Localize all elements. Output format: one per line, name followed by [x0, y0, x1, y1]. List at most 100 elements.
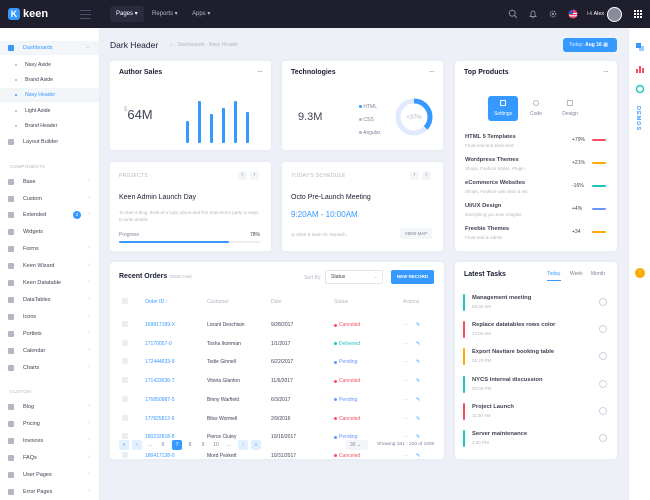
order-id[interactable]: 172444633-9: [145, 359, 175, 366]
sidebar-item-custom[interactable]: Custom ›: [0, 192, 99, 206]
list-item[interactable]: HTML 5 Templates Front-end and Back-end +7…: [465, 134, 610, 154]
sidebar-item-widgets[interactable]: Widgets: [0, 225, 99, 239]
more-icon[interactable]: ···: [403, 322, 408, 328]
sidebar-item-charts[interactable]: Charts ›: [0, 361, 99, 375]
more-icon[interactable]: ···: [403, 415, 408, 422]
more-icon[interactable]: ···: [403, 452, 408, 459]
prev-page-button[interactable]: ‹: [132, 440, 142, 450]
sidebar-item-keen-datatable[interactable]: Keen Datatable ›: [0, 276, 99, 290]
sidebar-item-dashboards[interactable]: Dashboards ⌄: [0, 41, 99, 55]
sidebar-item-base[interactable]: Base ›: [0, 175, 99, 189]
prev-button[interactable]: ‹: [238, 171, 247, 180]
next-page-button[interactable]: ›: [238, 440, 248, 450]
list-item[interactable]: Freebie Themes Front-end & Admin +34: [465, 226, 610, 246]
row-checkbox[interactable]: [122, 321, 128, 327]
layers-icon[interactable]: [635, 42, 645, 52]
demos-label[interactable]: DEMOS: [635, 106, 641, 132]
more-icon[interactable]: ···: [257, 67, 263, 76]
sidebar-item-blog[interactable]: Blog ›: [0, 400, 99, 414]
column-header-date[interactable]: Date: [271, 299, 282, 305]
task-checkbox[interactable]: [599, 434, 607, 442]
sidebar-sub-navy-aside[interactable]: Navy Aside: [0, 58, 99, 72]
sidebar-item-calendar[interactable]: Calendar ›: [0, 344, 99, 358]
order-id[interactable]: 180232818-8: [145, 434, 175, 441]
sidebar-item-forms[interactable]: Forms ›: [0, 242, 99, 256]
select-all-checkbox[interactable]: [122, 298, 128, 304]
more-icon[interactable]: ···: [403, 396, 408, 403]
help-icon[interactable]: !: [635, 268, 645, 278]
order-id[interactable]: 17170057-0: [145, 340, 172, 347]
sidebar-item-keen-wizard[interactable]: Keen Wizard ›: [0, 259, 99, 273]
page-10[interactable]: 10: [213, 442, 219, 448]
edit-icon[interactable]: ✎: [416, 359, 421, 366]
row-checkbox[interactable]: [122, 433, 128, 440]
breadcrumb-item[interactable]: Dashboards: [177, 42, 205, 48]
task-checkbox[interactable]: [599, 406, 607, 415]
sidebar-sub-light-aside[interactable]: Light Aside: [0, 104, 99, 118]
edit-icon[interactable]: ✎: [416, 434, 421, 441]
sidebar-item-faqs[interactable]: FAQs ›: [0, 451, 99, 465]
first-page-button[interactable]: «: [119, 440, 129, 450]
apps-grid-icon[interactable]: [633, 9, 643, 19]
search-icon[interactable]: [508, 9, 518, 19]
more-icon[interactable]: ···: [603, 67, 609, 76]
support-icon[interactable]: [635, 84, 645, 94]
tab-code[interactable]: Code: [521, 96, 551, 121]
gear-icon[interactable]: [548, 9, 558, 19]
per-page-select[interactable]: 30 ⌄: [346, 440, 368, 450]
bell-icon[interactable]: [528, 9, 538, 19]
sidebar-sub-brand-aside[interactable]: Brand Aside: [0, 73, 99, 87]
list-item[interactable]: UI/UX Design Everything you ever imagine +…: [465, 203, 610, 223]
sidebar-item-pricing[interactable]: Pricing ›: [0, 417, 99, 431]
tab-design[interactable]: Design: [555, 96, 585, 121]
page-8[interactable]: 8: [188, 442, 192, 448]
breadcrumb-item[interactable]: Navy Header: [208, 42, 239, 48]
row-checkbox[interactable]: [122, 377, 128, 384]
edit-icon[interactable]: ✎: [416, 396, 421, 403]
last-page-button[interactable]: »: [251, 440, 261, 450]
row-checkbox[interactable]: [122, 395, 128, 402]
row-checkbox[interactable]: [122, 451, 128, 458]
order-id[interactable]: 169817189-X: [145, 322, 176, 328]
sidebar-item-invoices[interactable]: Invoices ›: [0, 434, 99, 448]
sidebar-item-datatables[interactable]: DataTables ›: [0, 293, 99, 307]
list-item[interactable]: Project Launch 11:00 AM: [463, 402, 613, 423]
column-header-status[interactable]: Status: [334, 299, 349, 305]
more-icon[interactable]: ···: [403, 340, 408, 347]
task-checkbox[interactable]: [599, 325, 607, 334]
sort-select[interactable]: Status ⌄: [325, 270, 383, 284]
nav-apps[interactable]: Apps ▾: [192, 11, 211, 17]
row-checkbox[interactable]: [122, 339, 128, 346]
nav-pages[interactable]: Pages ▾: [110, 6, 144, 22]
us-flag-icon[interactable]: [568, 9, 578, 19]
sidebar-item-icons[interactable]: Icons ›: [0, 310, 99, 324]
date-picker-button[interactable]: Today: Aug 16 ▦: [563, 38, 617, 52]
sidebar-item-layout-builder[interactable]: Layout Builder: [0, 135, 99, 149]
more-icon[interactable]: ···: [403, 359, 408, 366]
more-icon[interactable]: ···: [403, 434, 408, 441]
tab-today[interactable]: Today: [547, 271, 561, 277]
page-7[interactable]: 7: [172, 440, 182, 450]
task-checkbox[interactable]: [599, 379, 607, 388]
edit-icon[interactable]: ✎: [416, 322, 421, 328]
sidebar-item-extended[interactable]: Extended 2 ›: [0, 208, 99, 222]
column-header-customer[interactable]: Customer: [207, 299, 229, 305]
prev-button[interactable]: ‹: [410, 171, 419, 180]
order-id[interactable]: 177825812-6: [145, 415, 175, 422]
task-checkbox[interactable]: [599, 352, 607, 361]
new-record-button[interactable]: NEW RECORD: [391, 270, 434, 284]
tab-month[interactable]: Month: [591, 271, 605, 277]
row-checkbox[interactable]: [122, 358, 128, 365]
order-id[interactable]: 180417138-0: [145, 452, 175, 459]
order-id[interactable]: 171423636-7: [145, 378, 175, 385]
list-item[interactable]: NYCS internal discussion 03:00 PM: [463, 375, 613, 396]
avatar[interactable]: [607, 7, 622, 22]
order-id[interactable]: 176850987-5: [145, 396, 175, 403]
column-header-order-id[interactable]: Order ID ↑: [145, 299, 169, 305]
more-icon[interactable]: ···: [403, 378, 408, 385]
next-button[interactable]: ›: [250, 171, 259, 180]
edit-icon[interactable]: ✎: [416, 340, 421, 347]
list-item[interactable]: Management meeting 09:30 AM: [463, 294, 613, 314]
edit-icon[interactable]: ✎: [416, 452, 421, 459]
home-icon[interactable]: ⌂: [170, 42, 174, 48]
